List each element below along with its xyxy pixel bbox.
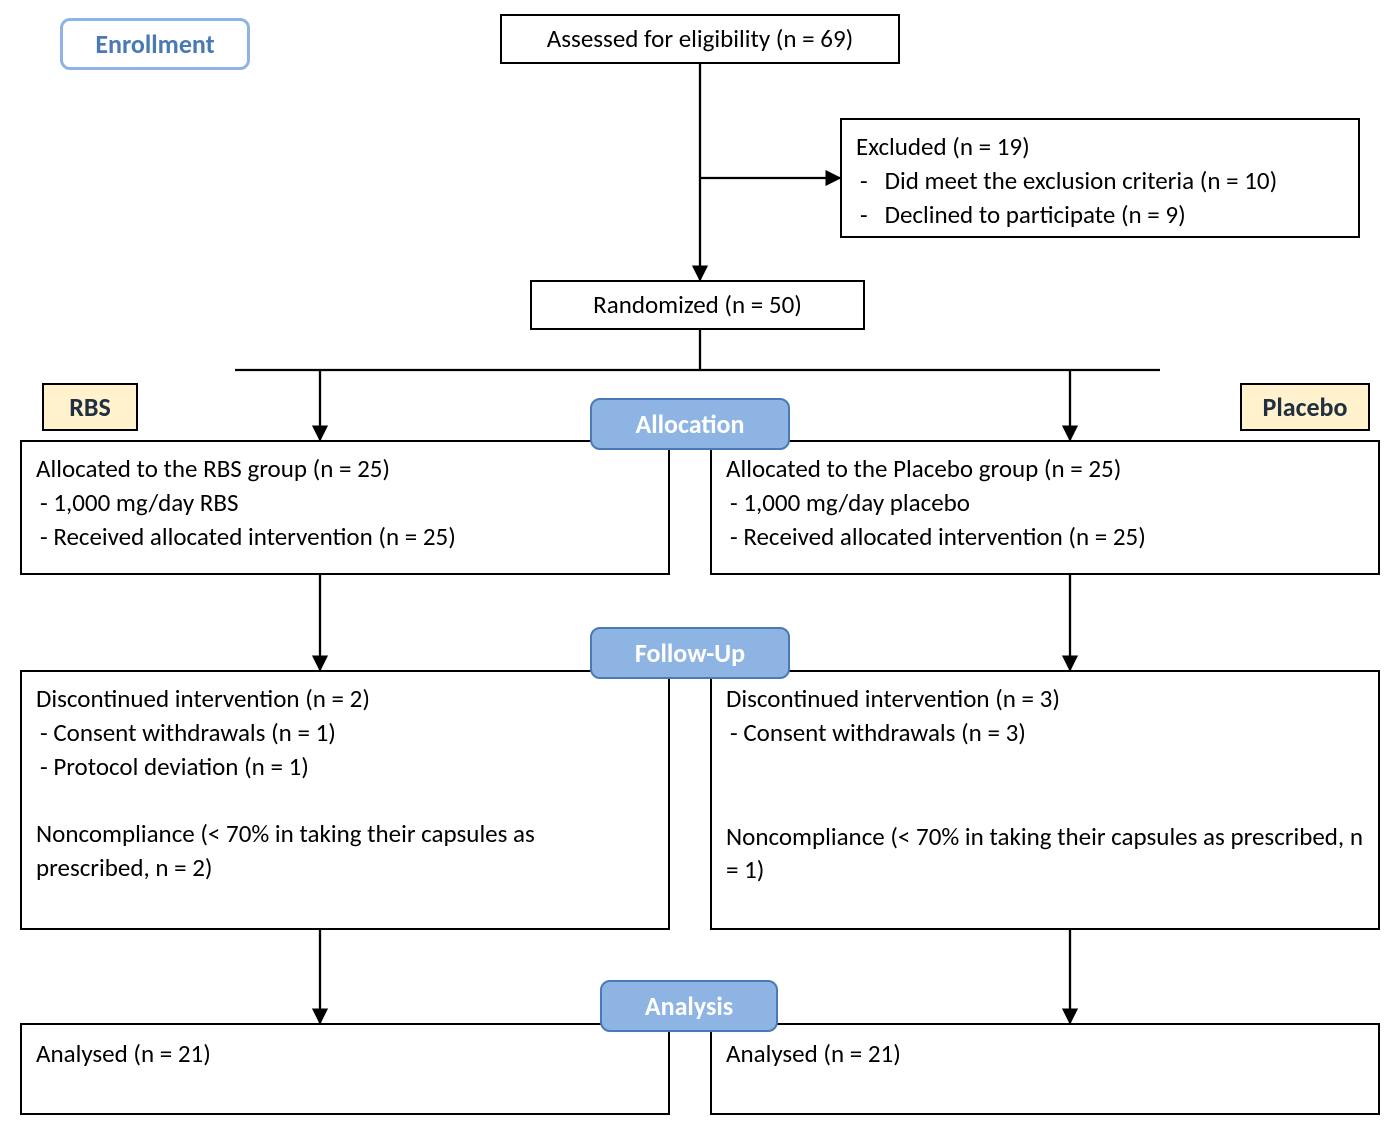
fu-left-box: Discontinued intervention (n = 2) - Cons… bbox=[20, 670, 670, 930]
fu-right-title: Discontinued intervention (n = 3) bbox=[726, 682, 1364, 716]
an-right-box: Analysed (n = 21) bbox=[710, 1023, 1380, 1115]
stage-allocation-pill: Allocation bbox=[590, 398, 790, 450]
alloc-left-item-1: - Received allocated intervention (n = 2… bbox=[36, 520, 654, 554]
excluded-box: Excluded (n = 19) - Did meet the exclusi… bbox=[840, 118, 1360, 238]
assessed-box: Assessed for eligibility (n = 69) bbox=[500, 14, 900, 64]
excluded-title: Excluded (n = 19) bbox=[856, 130, 1344, 164]
alloc-right-box: Allocated to the Placebo group (n = 25) … bbox=[710, 440, 1380, 575]
an-left-box: Analysed (n = 21) bbox=[20, 1023, 670, 1115]
randomized-box: Randomized (n = 50) bbox=[530, 280, 865, 330]
group-right-pill: Placebo bbox=[1240, 383, 1370, 431]
alloc-right-item-0: - 1,000 mg/day placebo bbox=[726, 486, 1364, 520]
fu-left-item-0: - Consent withdrawals (n = 1) bbox=[36, 716, 654, 750]
fu-left-title: Discontinued intervention (n = 2) bbox=[36, 682, 654, 716]
fu-right-note: Noncompliance (< 70% in taking their cap… bbox=[726, 820, 1364, 888]
alloc-right-item-1: - Received allocated intervention (n = 2… bbox=[726, 520, 1364, 554]
fu-left-item-1: - Protocol deviation (n = 1) bbox=[36, 750, 654, 784]
alloc-right-title: Allocated to the Placebo group (n = 25) bbox=[726, 452, 1364, 486]
stage-followup-pill: Follow-Up bbox=[590, 627, 790, 679]
alloc-left-title: Allocated to the RBS group (n = 25) bbox=[36, 452, 654, 486]
fu-right-item-0: - Consent withdrawals (n = 3) bbox=[726, 716, 1364, 750]
fu-right-box: Discontinued intervention (n = 3) - Cons… bbox=[710, 670, 1380, 930]
excluded-item-0: - Did meet the exclusion criteria (n = 1… bbox=[856, 164, 1344, 198]
group-left-pill: RBS bbox=[42, 383, 138, 431]
stage-enrollment-pill: Enrollment bbox=[60, 18, 250, 70]
stage-analysis-pill: Analysis bbox=[600, 980, 778, 1032]
excluded-item-1: - Declined to participate (n = 9) bbox=[856, 198, 1344, 232]
fu-left-note: Noncompliance (< 70% in taking their cap… bbox=[36, 817, 654, 885]
alloc-left-box: Allocated to the RBS group (n = 25) - 1,… bbox=[20, 440, 670, 575]
alloc-left-item-0: - 1,000 mg/day RBS bbox=[36, 486, 654, 520]
